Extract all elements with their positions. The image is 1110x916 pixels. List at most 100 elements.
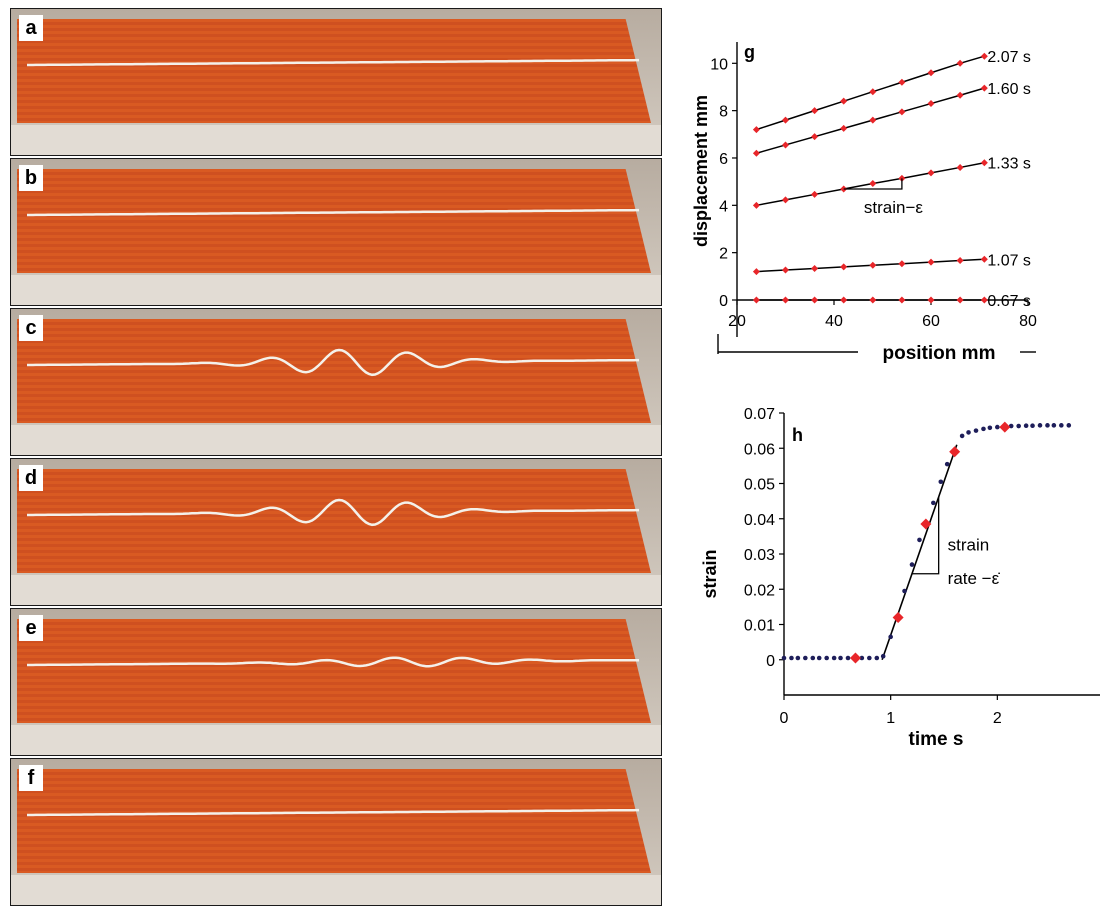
photo-panel-f: f xyxy=(10,758,662,906)
data-point xyxy=(840,97,848,105)
data-point xyxy=(838,655,843,661)
data-point xyxy=(810,655,816,661)
photo-panel-b: b xyxy=(10,158,662,306)
data-point xyxy=(752,126,760,134)
data-point xyxy=(1051,423,1057,428)
x-tick-label: 1 xyxy=(886,710,895,727)
x-tick-label: 20 xyxy=(728,313,746,330)
data-point xyxy=(956,296,964,304)
strain-annotation: strain−ε xyxy=(864,198,923,217)
foam-base xyxy=(11,125,661,155)
data-point xyxy=(840,296,848,304)
data-point xyxy=(811,107,819,115)
rubber-strip xyxy=(17,469,651,573)
data-point xyxy=(782,141,789,149)
data-point xyxy=(752,201,760,209)
series-label: 1.33 s xyxy=(987,156,1031,173)
data-point xyxy=(840,263,848,271)
data-point xyxy=(980,159,988,167)
data-point xyxy=(811,296,819,304)
data-point xyxy=(824,655,829,661)
data-point xyxy=(956,256,964,264)
data-point xyxy=(909,562,915,567)
foam-base xyxy=(11,275,661,305)
data-point xyxy=(811,133,819,141)
data-point xyxy=(888,634,893,640)
data-point xyxy=(898,260,906,268)
data-point xyxy=(795,655,801,661)
photo-panel-a: a xyxy=(10,8,662,156)
panel-label-f: f xyxy=(19,765,43,791)
data-point xyxy=(959,433,965,439)
data-point xyxy=(869,261,877,269)
data-point xyxy=(1016,423,1021,429)
data-point xyxy=(789,655,794,661)
rubber-strip xyxy=(17,619,651,723)
data-point xyxy=(980,296,988,304)
data-point xyxy=(752,149,760,157)
photo-panel-c: c xyxy=(10,308,662,456)
y-tick-label: 4 xyxy=(719,198,728,215)
series-label: 0.67 s xyxy=(987,293,1031,310)
data-point xyxy=(752,296,760,304)
data-point xyxy=(938,479,944,485)
strain-triangle xyxy=(843,178,903,190)
data-point xyxy=(927,100,935,108)
data-point xyxy=(782,196,789,204)
panel-label-b: b xyxy=(19,165,43,191)
data-point xyxy=(980,255,988,263)
highlight-point xyxy=(892,611,904,623)
data-point xyxy=(973,428,979,433)
x-tick-label: 2 xyxy=(993,710,1002,727)
data-point xyxy=(867,655,872,661)
y-tick-label: 0 xyxy=(766,653,775,670)
strain-rate-annotation: strain xyxy=(948,535,990,554)
rubber-strip xyxy=(17,19,651,123)
highlight-point xyxy=(999,421,1011,433)
series-label: 1.07 s xyxy=(987,252,1031,269)
panel-label-e: e xyxy=(19,615,43,641)
data-point xyxy=(752,268,760,276)
panel-label-c: c xyxy=(19,315,43,341)
foam-base xyxy=(11,725,661,755)
data-point xyxy=(803,655,808,661)
data-point xyxy=(927,296,935,304)
panel-label-a: a xyxy=(19,15,43,41)
displacement-chart: 0 2 4 6 8 10 20 40 60 80 displacement mm position m… xyxy=(691,42,1037,364)
strain-rate-triangle xyxy=(912,496,940,575)
y-tick-label: 2 xyxy=(719,246,728,263)
x-tick-label: 40 xyxy=(825,313,843,330)
data-point xyxy=(869,88,877,96)
x-tick-label: 80 xyxy=(1019,313,1037,330)
y-tick-label: 0.02 xyxy=(744,582,775,599)
data-point xyxy=(956,163,964,171)
data-point xyxy=(956,91,964,99)
rubber-strip xyxy=(17,319,651,423)
data-point xyxy=(1030,423,1035,428)
y-tick-label: 0.03 xyxy=(744,547,775,564)
x-tick-label: 0 xyxy=(780,710,789,727)
photo-panel-e: e xyxy=(10,608,662,756)
y-tick-label: 8 xyxy=(719,104,728,121)
x-axis-label: time s xyxy=(909,729,964,750)
data-point xyxy=(927,169,935,177)
data-point xyxy=(1023,423,1029,428)
panel-label-g: g xyxy=(744,42,755,62)
data-point xyxy=(898,108,906,116)
data-point xyxy=(944,461,950,467)
data-point xyxy=(840,124,848,132)
rubber-strip xyxy=(17,769,651,873)
y-tick-label: 0.04 xyxy=(744,512,775,529)
data-point xyxy=(782,266,789,274)
y-tick-label: 0 xyxy=(719,293,728,310)
white-fiber-line xyxy=(27,348,639,377)
white-fiber-line xyxy=(27,498,639,527)
data-point xyxy=(898,78,906,86)
data-point xyxy=(981,426,986,432)
white-fiber-line xyxy=(27,656,639,668)
data-point xyxy=(980,52,988,60)
strain-rate-annotation: rate −ε̇ xyxy=(948,569,1001,588)
strain-time-chart: 00.010.020.030.040.050.060.070123straint… xyxy=(700,406,1100,750)
white-fiber-line xyxy=(27,58,639,67)
white-fiber-line xyxy=(27,208,639,217)
